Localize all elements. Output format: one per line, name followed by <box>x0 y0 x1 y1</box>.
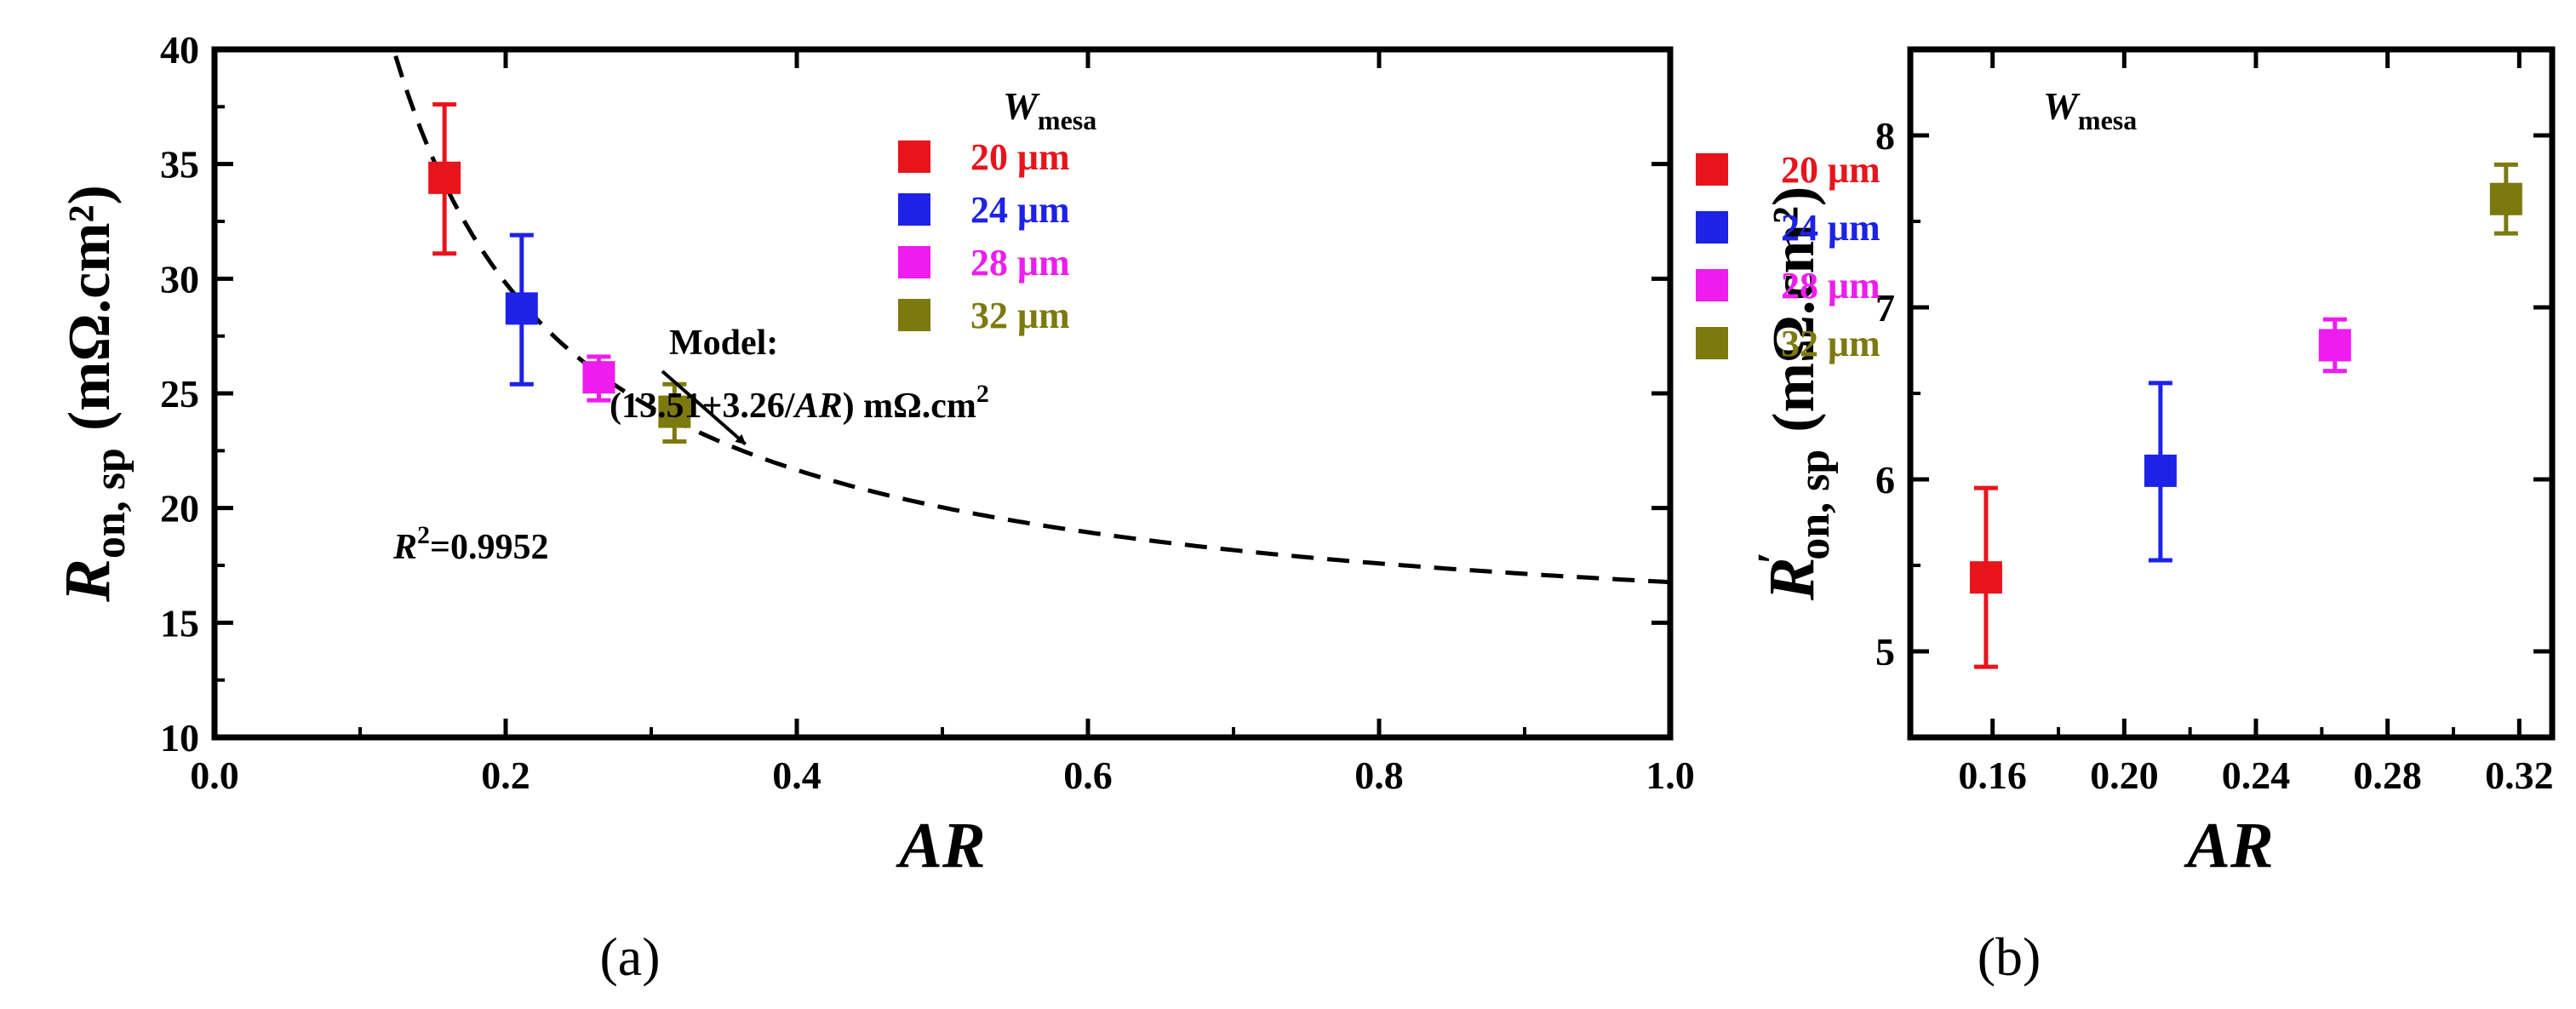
legend-b: Wmesa 20 μm 24 μm 28 μm 32 μm <box>1696 84 2137 364</box>
data-marker <box>1969 561 2002 594</box>
legend-swatch <box>898 140 930 173</box>
data-point <box>582 354 615 403</box>
data-point <box>2144 381 2177 563</box>
legend-swatch <box>898 246 930 278</box>
data-marker <box>2489 182 2522 215</box>
legend-swatch <box>1696 327 1728 359</box>
y-tick-label: 40 <box>160 28 199 72</box>
panel-label-a: (a) <box>599 926 660 987</box>
y-axis-label-b: R′on, sp(mΩ.cm²) <box>1749 186 1839 601</box>
x-tick-label: 0.24 <box>2222 754 2291 797</box>
legend-swatch <box>1696 211 1728 244</box>
data-point <box>2489 162 2522 236</box>
data-point <box>2318 317 2351 374</box>
panel-label-b: (b) <box>1978 926 2041 987</box>
data-point <box>505 232 538 387</box>
legend-swatch <box>898 299 930 331</box>
legend-a: Wmesa 20 μm 24 μm 28 μm 32 μm <box>898 84 1096 336</box>
legend-label: 28 μm <box>1781 265 1880 307</box>
data-point <box>428 102 461 256</box>
legend-label: 20 μm <box>970 136 1070 178</box>
data-marker <box>2144 454 2177 487</box>
legend-title-b: Wmesa <box>2043 84 2137 135</box>
y-tick-label: 20 <box>160 487 199 530</box>
legend-swatch <box>1696 153 1728 186</box>
x-tick-label: 0.28 <box>2353 754 2422 797</box>
data-point <box>1969 485 2002 669</box>
data-marks-a <box>428 102 691 444</box>
x-axis-label-b: AR <box>2184 810 2273 881</box>
data-marker <box>2318 329 2351 362</box>
tick-marks-b <box>1910 49 2552 737</box>
y-tick-label: 30 <box>160 257 199 301</box>
tick-labels-a: 0.0 0.2 0.4 0.6 0.8 1.0 10 15 20 25 30 35 40 <box>160 28 1695 797</box>
legend-label: 24 μm <box>970 189 1070 231</box>
x-tick-label: 0.32 <box>2485 754 2554 797</box>
y-tick-label: 25 <box>160 372 199 416</box>
model-arrow <box>661 370 747 446</box>
legend-swatch <box>1696 269 1728 301</box>
x-tick-label: 0.8 <box>1354 754 1404 797</box>
x-tick-label: 1.0 <box>1646 754 1695 797</box>
x-tick-label: 0.16 <box>1958 754 2027 797</box>
legend-label: 28 μm <box>970 242 1070 284</box>
tick-marks-a <box>212 47 1673 740</box>
legend-label: 32 μm <box>970 295 1070 336</box>
x-tick-label: 0.2 <box>481 754 530 797</box>
y-tick-label: 6 <box>1875 458 1895 502</box>
data-marks-b <box>1969 162 2522 669</box>
y-tick-label: 8 <box>1875 114 1895 158</box>
legend-label: 24 μm <box>1781 207 1880 249</box>
x-tick-label: 0.4 <box>772 754 821 797</box>
x-tick-label: 0.20 <box>2090 754 2159 797</box>
chart-panel-a: 0.0 0.2 0.4 0.6 0.8 1.0 10 15 20 25 30 35 40 Ron, sp… <box>52 28 1695 881</box>
chart-panel-b: 0.16 0.20 0.24 0.28 0.32 5 6 7 8 R′on, sp(mΩ.cm²… <box>1696 46 2556 881</box>
x-tick-label: 0.6 <box>1063 754 1113 797</box>
x-axis-label-a: AR <box>896 810 985 881</box>
tick-labels-b: 0.16 0.20 0.24 0.28 0.32 5 6 7 8 <box>1875 114 2554 797</box>
model-equation-a: (13.51+3.26/AR) mΩ.cm2 <box>610 380 989 426</box>
y-tick-label: 35 <box>160 143 199 186</box>
data-marker <box>505 292 538 325</box>
data-marker <box>428 161 461 194</box>
legend-title-a: Wmesa <box>1003 84 1096 135</box>
y-tick-label: 10 <box>160 716 199 760</box>
y-tick-label: 15 <box>160 601 199 645</box>
legend-swatch <box>898 193 930 226</box>
y-tick-label: 5 <box>1875 630 1895 674</box>
plot-frame-b <box>1907 46 2556 741</box>
y-axis-label-a: Ron, sp(mΩ.cm²) <box>52 185 135 603</box>
r-squared-label: R2=0.9952 <box>392 521 548 567</box>
legend-label: 32 μm <box>1781 323 1880 364</box>
y-tick-label: 7 <box>1875 286 1895 330</box>
x-tick-label: 0.0 <box>190 754 239 797</box>
legend-label: 20 μm <box>1781 149 1880 191</box>
model-label-a: Model: <box>669 324 778 363</box>
data-marker <box>658 395 691 428</box>
data-marker <box>582 361 615 394</box>
